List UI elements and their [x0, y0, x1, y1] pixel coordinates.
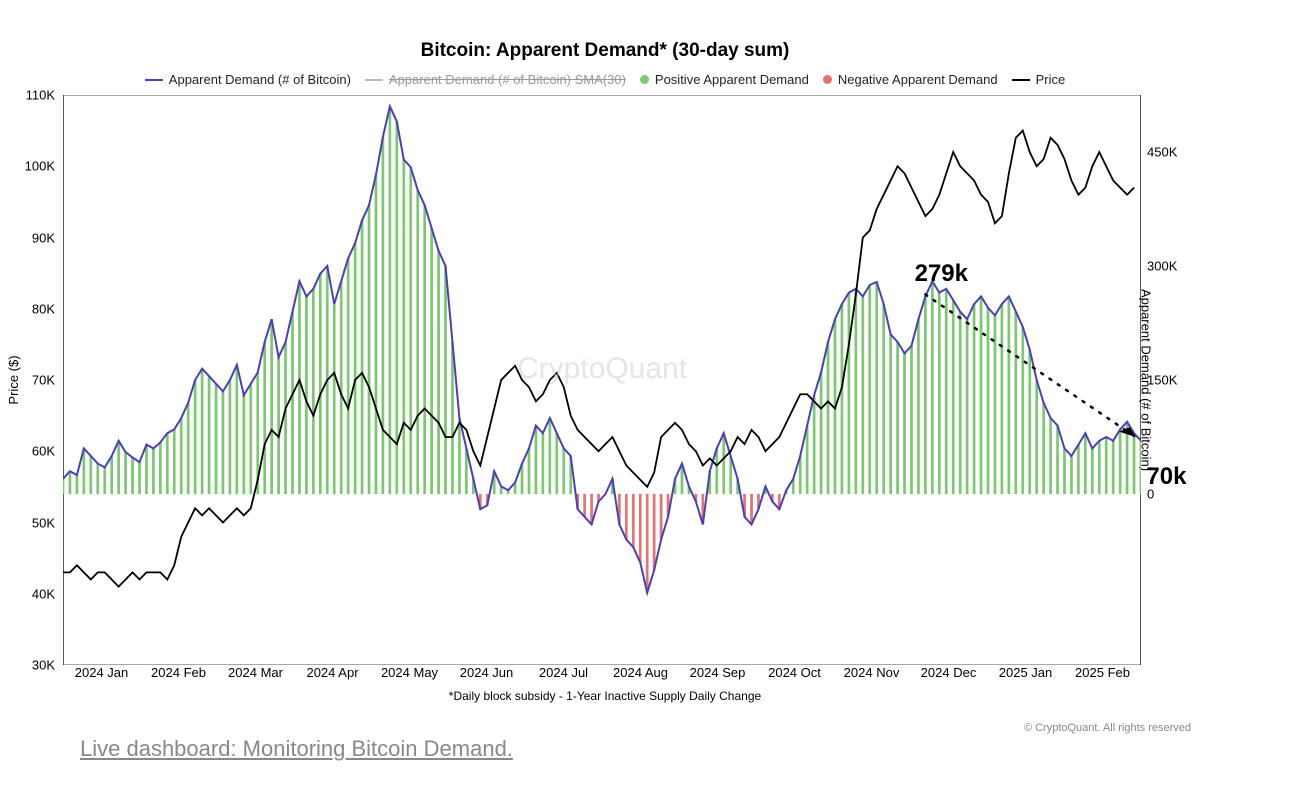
y-tick-right: 300K: [1147, 259, 1195, 274]
legend-swatch: [365, 79, 383, 81]
legend-swatch: [823, 75, 832, 84]
x-tick: 2024 Aug: [613, 665, 668, 680]
x-tick: 2025 Jan: [999, 665, 1053, 680]
x-tick: 2024 Jan: [75, 665, 129, 680]
legend-item: Apparent Demand (# of Bitcoin) SMA(30): [365, 72, 626, 87]
x-axis: 2024 Jan 2024 Feb 2024 Mar 2024 Apr 2024 May…: [63, 665, 1141, 685]
x-tick: 2024 Jul: [539, 665, 588, 680]
legend-item: Apparent Demand (# of Bitcoin): [145, 72, 351, 87]
y-tick-right: 150K: [1147, 373, 1195, 388]
y-tick-left: 40K: [15, 586, 55, 601]
x-tick: 2024 Dec: [921, 665, 977, 680]
y-tick-left: 110K: [15, 88, 55, 103]
legend-swatch: [640, 75, 649, 84]
x-tick: 2024 Feb: [151, 665, 206, 680]
y-tick-left: 60K: [15, 444, 55, 459]
y-tick-left: 90K: [15, 230, 55, 245]
x-tick: 2024 Oct: [768, 665, 821, 680]
plot-area: Price ($) 30K40K50K60K70K80K90K100K110K …: [15, 95, 1195, 665]
chart-annotation: 70k: [1146, 463, 1186, 491]
chart-copyright: © CryptoQuant. All rights reserved: [1024, 722, 1191, 734]
chart-title: Bitcoin: Apparent Demand* (30-day sum): [15, 40, 1195, 62]
legend-label: Apparent Demand (# of Bitcoin) SMA(30): [389, 72, 626, 87]
chart-footnote: *Daily block subsidy - 1-Year Inactive S…: [15, 689, 1195, 703]
x-tick: 2024 Sep: [690, 665, 746, 680]
chart-container: Bitcoin: Apparent Demand* (30-day sum) A…: [15, 40, 1195, 740]
legend-label: Apparent Demand (# of Bitcoin): [169, 72, 351, 87]
legend-item: Positive Apparent Demand: [640, 72, 809, 87]
x-tick: 2024 May: [381, 665, 438, 680]
x-tick: 2024 Nov: [844, 665, 900, 680]
chart-svg: [63, 95, 1141, 665]
legend-swatch: [1012, 79, 1030, 81]
y-tick-left: 80K: [15, 301, 55, 316]
caption-link[interactable]: Live dashboard: Monitoring Bitcoin Deman…: [80, 736, 513, 762]
legend-swatch: [145, 79, 163, 81]
y-axis-right: 0150K300K450K: [1147, 95, 1195, 665]
chart-annotation: 279k: [915, 260, 968, 288]
x-tick: 2024 Mar: [228, 665, 283, 680]
legend-label: Negative Apparent Demand: [838, 72, 998, 87]
y-tick-left: 100K: [15, 159, 55, 174]
legend-label: Price: [1036, 72, 1066, 87]
chart-legend: Apparent Demand (# of Bitcoin) Apparent D…: [15, 72, 1195, 87]
y-tick-left: 50K: [15, 515, 55, 530]
plot-inner: CryptoQuant 279k70k: [63, 95, 1141, 665]
x-tick: 2024 Apr: [306, 665, 358, 680]
legend-item: Negative Apparent Demand: [823, 72, 998, 87]
y-tick-left: 70K: [15, 373, 55, 388]
y-axis-left: 30K40K50K60K70K80K90K100K110K: [15, 95, 55, 665]
y-tick-left: 30K: [15, 658, 55, 673]
y-tick-right: 450K: [1147, 145, 1195, 160]
legend-label: Positive Apparent Demand: [655, 72, 809, 87]
x-tick: 2024 Jun: [460, 665, 514, 680]
x-tick: 2025 Feb: [1075, 665, 1130, 680]
legend-item: Price: [1012, 72, 1066, 87]
